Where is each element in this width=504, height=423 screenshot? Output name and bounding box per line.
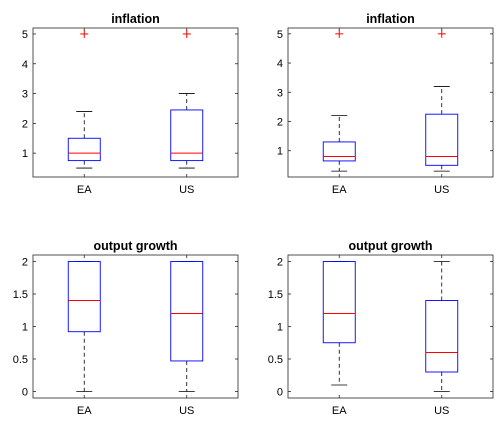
box-body	[322, 261, 356, 344]
chart-title: output growth	[94, 239, 178, 253]
outlier-marker	[335, 29, 344, 38]
box-ea	[322, 29, 356, 172]
y-tick-label: 3	[277, 87, 283, 99]
box-us	[425, 261, 459, 392]
box-body	[67, 261, 101, 333]
x-tick-label: US	[434, 184, 449, 196]
x-tick-label: US	[434, 405, 449, 417]
x-tick-label: US	[179, 405, 194, 417]
axes-frame	[287, 254, 494, 399]
y-tick-label: 0	[277, 387, 283, 399]
box-us	[170, 261, 204, 392]
y-tick-label: 5	[277, 29, 283, 41]
outlier-marker	[80, 29, 89, 38]
x-tick-label: EA	[77, 184, 92, 196]
y-tick-label: 4	[277, 58, 283, 70]
y-tick-label: 2	[277, 257, 283, 269]
axes-frame	[287, 27, 494, 178]
box-body	[67, 137, 101, 162]
chart-title: inflation	[366, 12, 415, 26]
y-tick-label: 2	[277, 116, 283, 128]
box-ea	[67, 261, 101, 392]
x-tick-label: EA	[332, 405, 347, 417]
x-tick-label: US	[179, 184, 194, 196]
y-tick-label: 5	[22, 29, 28, 41]
box-body	[425, 113, 459, 166]
subplot-4: output growth 0 0.5 1 1.5 2 EA US	[268, 239, 494, 417]
y-tick-label: 3	[22, 89, 28, 101]
box-body	[170, 109, 204, 162]
box-us	[425, 29, 459, 172]
y-tick-label: 1	[277, 322, 283, 334]
box-ea	[67, 29, 101, 169]
outlier-marker	[182, 29, 191, 38]
y-tick-label: 0.5	[268, 354, 283, 366]
box-ea	[322, 261, 356, 386]
y-tick-label: 1.5	[268, 289, 283, 301]
subplot-1: inflation 1 2 3 4 5 EA US	[22, 12, 239, 196]
outlier-marker	[437, 29, 446, 38]
y-tick-label: 2	[22, 118, 28, 130]
box-body	[425, 300, 459, 373]
box-body	[170, 261, 204, 362]
y-tick-label: 0	[22, 387, 28, 399]
y-tick-label: 0.5	[13, 354, 28, 366]
box-body	[322, 141, 356, 162]
subplot-3: output growth 0 0.5 1 1.5 2 EA US	[13, 239, 239, 417]
y-tick-label: 4	[22, 59, 28, 71]
y-tick-label: 1.5	[13, 289, 28, 301]
y-tick-label: 1	[22, 322, 28, 334]
chart-title: inflation	[111, 12, 160, 26]
x-tick-label: EA	[332, 184, 347, 196]
axes-frame	[32, 27, 239, 178]
subplot-2: inflation 1 2 3 4 5 EA US	[277, 12, 494, 196]
axes-frame	[32, 254, 239, 399]
box-us	[170, 29, 204, 169]
y-tick-label: 2	[22, 257, 28, 269]
y-tick-label: 1	[22, 148, 28, 160]
chart-title: output growth	[349, 239, 433, 253]
y-tick-label: 1	[277, 146, 283, 158]
x-tick-label: EA	[77, 405, 92, 417]
